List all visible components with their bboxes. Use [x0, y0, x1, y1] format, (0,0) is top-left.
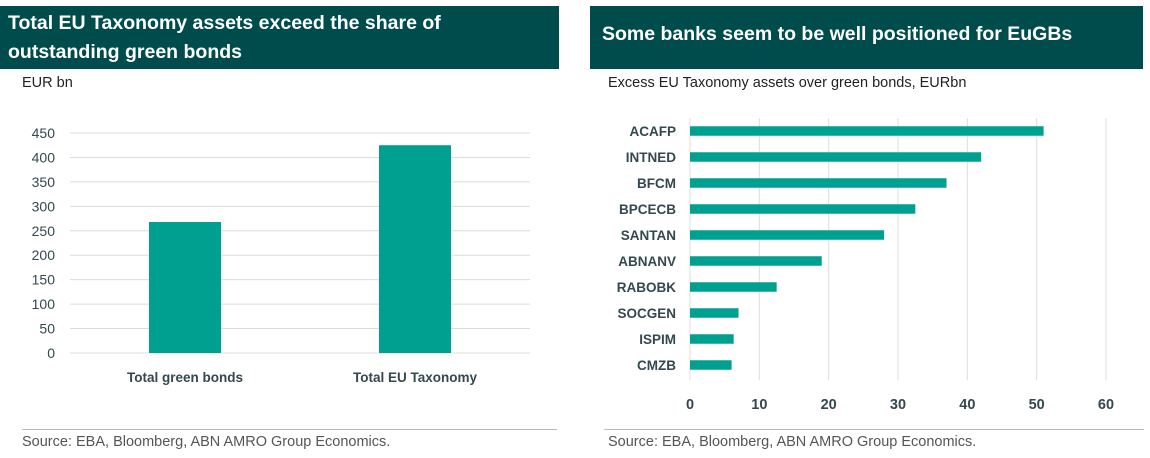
left-source-note: Source: EBA, Bloomberg, ABN AMRO Group E…	[22, 434, 391, 450]
bar	[690, 152, 982, 162]
bar	[690, 282, 777, 292]
x-category-label: Total EU Taxonomy	[353, 370, 478, 385]
left-chart-panel: Total EU Taxonomy assets exceed the shar…	[0, 0, 560, 458]
right-source-note: Source: EBA, Bloomberg, ABN AMRO Group E…	[608, 434, 977, 450]
bar	[690, 204, 916, 214]
y-tick-label: 300	[32, 198, 56, 214]
left-chart-unit-label: EUR bn	[22, 75, 73, 91]
x-tick-label: 20	[821, 397, 837, 413]
bar	[690, 230, 885, 240]
y-category-label: BPCECB	[619, 202, 676, 217]
y-tick-label: 0	[47, 345, 55, 361]
y-category-label: BFCM	[637, 176, 676, 191]
y-tick-label: 450	[32, 125, 56, 141]
bar	[690, 178, 947, 188]
x-tick-label: 30	[890, 397, 906, 413]
bar	[149, 221, 221, 353]
left-source-divider	[22, 429, 557, 430]
x-tick-label: 40	[959, 397, 975, 413]
bar	[690, 334, 734, 344]
y-tick-label: 150	[32, 272, 56, 288]
y-category-label: INTNED	[626, 150, 677, 165]
y-tick-label: 200	[32, 247, 56, 263]
y-category-label: ISPIM	[639, 332, 676, 347]
bar	[690, 126, 1044, 136]
y-tick-label: 250	[32, 223, 56, 239]
y-tick-label: 100	[32, 296, 56, 312]
y-category-label: SOCGEN	[617, 306, 676, 321]
bar	[379, 145, 451, 353]
left-chart-title: Total EU Taxonomy assets exceed the shar…	[0, 6, 559, 69]
x-tick-label: 10	[751, 397, 767, 413]
right-chart-unit-label: Excess EU Taxonomy assets over green bon…	[608, 75, 967, 91]
y-category-label: ABNANV	[618, 254, 676, 269]
right-chart-title: Some banks seem to be well positioned fo…	[590, 6, 1143, 69]
y-tick-label: 350	[32, 174, 56, 190]
y-category-label: RABOBK	[617, 280, 676, 295]
bar	[690, 256, 822, 266]
x-category-label: Total green bonds	[127, 370, 243, 385]
y-tick-label: 50	[39, 321, 55, 337]
x-tick-label: 0	[686, 397, 694, 413]
right-chart-panel: Some banks seem to be well positioned fo…	[590, 0, 1150, 458]
bar	[690, 360, 732, 370]
x-tick-label: 60	[1098, 397, 1114, 413]
bar	[690, 308, 739, 318]
right-source-divider	[604, 429, 1144, 430]
x-tick-label: 50	[1029, 397, 1045, 413]
left-bar-chart: 0 50 100 150 200 250 300 350 400 450 Total green b…	[32, 125, 530, 385]
y-category-label: CMZB	[637, 358, 676, 373]
right-bar-chart: 0 10 20 30 40 50 60 ACAFP INTNED BFCM BPCECB SANTAN…	[617, 118, 1114, 413]
y-tick-label: 400	[32, 149, 56, 165]
y-category-label: ACAFP	[630, 124, 677, 139]
y-category-label: SANTAN	[621, 228, 676, 243]
